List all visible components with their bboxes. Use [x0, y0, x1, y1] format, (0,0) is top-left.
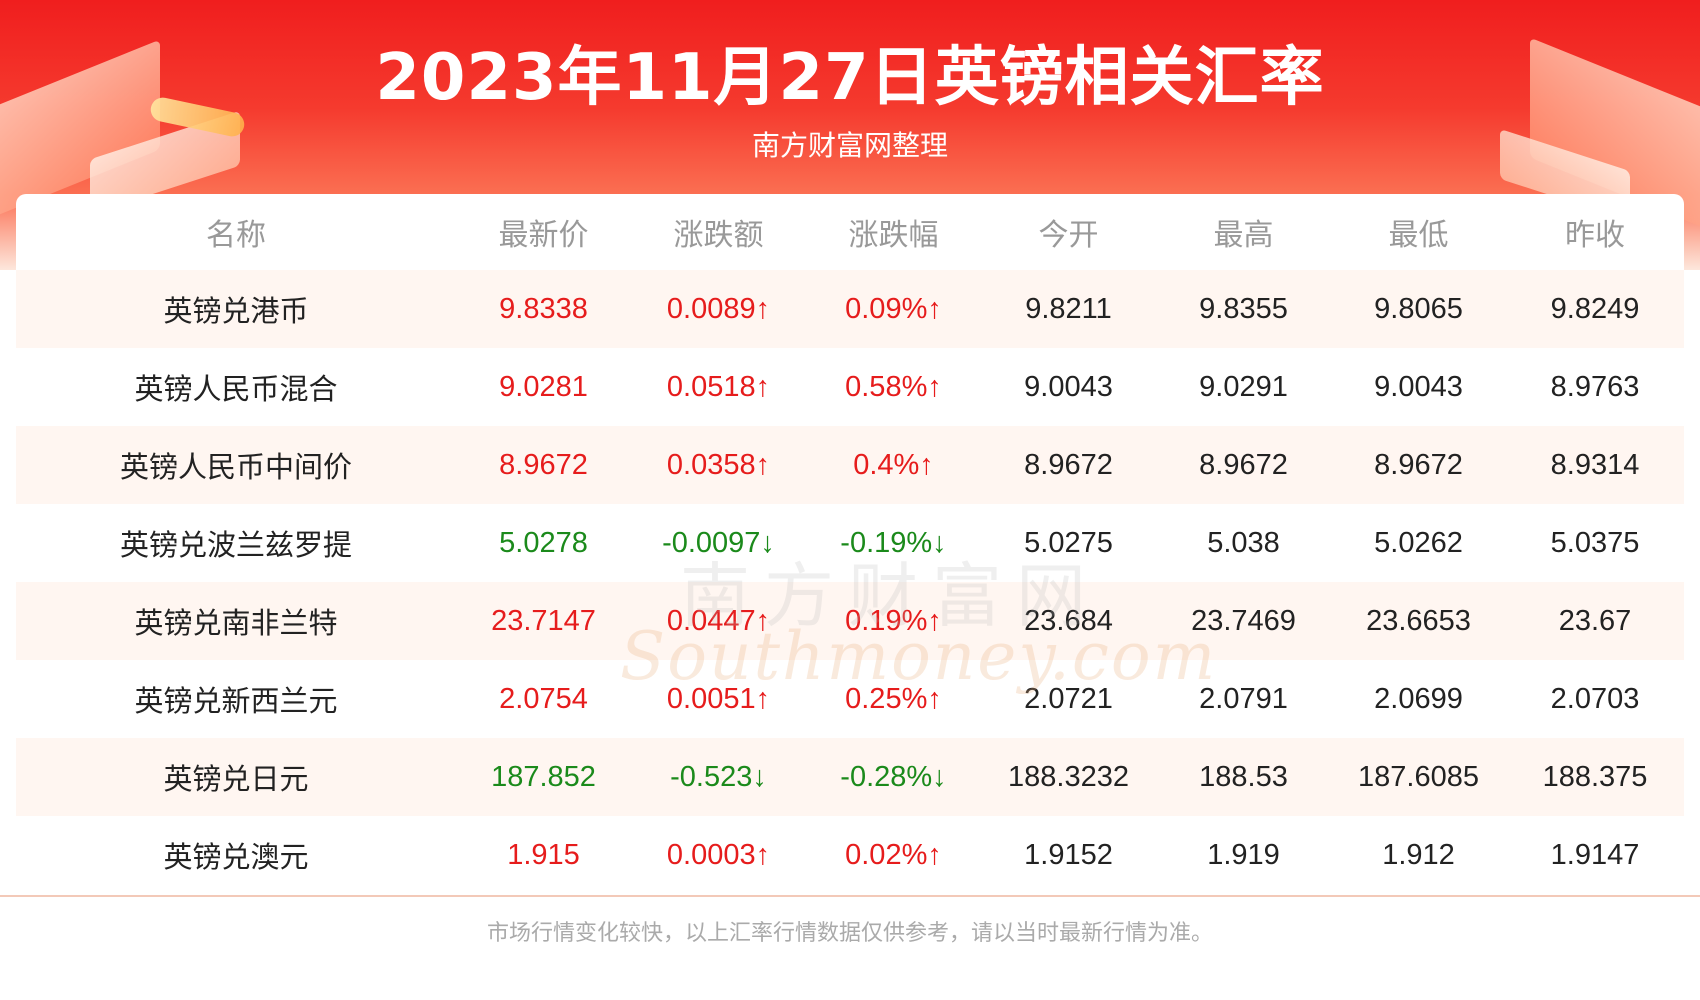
row-high: 9.0291 [1199, 370, 1288, 403]
row-high: 23.7469 [1191, 604, 1296, 637]
row-change: 0.0447↑ [666, 604, 771, 637]
row-name: 英镑兑港币 [163, 294, 309, 328]
row-name: 英镑人民币混合 [134, 372, 338, 406]
row-high: 188.53 [1199, 760, 1288, 793]
row-open: 1.9152 [1024, 838, 1113, 871]
table-row: 英镑兑波兰兹罗提 5.0278 -0.0097↓ -0.19%↓ 5.0275 … [16, 504, 1684, 582]
row-name: 英镑兑南非兰特 [134, 606, 338, 640]
row-change: 0.0358↑ [666, 448, 771, 481]
row-name: 英镑兑波兰兹罗提 [119, 528, 352, 562]
row-prev-close: 2.0703 [1550, 682, 1640, 715]
footer-disclaimer: 市场行情变化较快，以上汇率行情数据仅供参考，请以当时最新行情为准。 [486, 921, 1213, 946]
row-name: 英镑人民币中间价 [119, 450, 352, 484]
row-change-pct: -0.19%↓ [840, 526, 947, 559]
row-prev-close: 188.375 [1542, 760, 1648, 793]
row-latest: 2.0754 [499, 682, 588, 715]
row-open: 8.9672 [1024, 448, 1113, 481]
row-latest: 1.915 [507, 838, 580, 871]
rates-table: 名称 最新价 涨跌额 涨跌幅 今开 最高 最低 昨收 英镑兑港币 9.8338 … [16, 194, 1684, 896]
table-row: 英镑兑南非兰特 23.7147 0.0447↑ 0.19%↑ 23.684 23… [16, 582, 1684, 660]
row-high: 5.038 [1207, 526, 1280, 559]
row-name: 英镑兑日元 [163, 762, 309, 796]
row-low: 187.6085 [1358, 760, 1479, 793]
page-subtitle: 南方财富网整理 [751, 129, 948, 162]
row-latest: 9.8338 [499, 292, 588, 325]
row-change-pct: 0.09%↑ [845, 292, 942, 325]
row-low: 8.9672 [1374, 448, 1463, 481]
col-header-change-pct: 涨跌幅 [848, 218, 939, 253]
row-change: -0.0097↓ [662, 526, 775, 559]
footer-divider [0, 895, 1700, 897]
col-header-change: 涨跌额 [673, 218, 764, 253]
row-change: 0.0003↑ [666, 838, 771, 871]
row-latest: 8.9672 [499, 448, 588, 481]
col-header-open: 今开 [1038, 218, 1099, 253]
col-header-name: 名称 [206, 218, 266, 253]
row-open: 2.0721 [1024, 682, 1113, 715]
row-open: 23.684 [1024, 604, 1113, 637]
table-row: 英镑人民币混合 9.0281 0.0518↑ 0.58%↑ 9.0043 9.0… [16, 348, 1684, 426]
row-open: 9.0043 [1024, 370, 1113, 403]
row-name: 英镑兑新西兰元 [134, 684, 338, 718]
row-change-pct: 0.19%↑ [845, 604, 942, 637]
page-title: 2023年11月27日英镑相关汇率 [375, 41, 1325, 115]
row-latest: 187.852 [491, 760, 596, 793]
row-open: 5.0275 [1024, 526, 1113, 559]
row-change-pct: 0.4%↑ [853, 448, 934, 481]
row-low: 23.6653 [1366, 604, 1471, 637]
row-high: 1.919 [1207, 838, 1280, 871]
row-high: 2.0791 [1199, 682, 1288, 715]
table-header: 名称 最新价 涨跌额 涨跌幅 今开 最高 最低 昨收 [16, 194, 1684, 270]
table-row: 英镑兑新西兰元 2.0754 0.0051↑ 0.25%↑ 2.0721 2.0… [16, 660, 1684, 738]
row-change-pct: 0.58%↑ [845, 370, 942, 403]
table-row: 英镑兑澳元 1.915 0.0003↑ 0.02%↑ 1.9152 1.919 … [16, 816, 1684, 894]
row-change-pct: 0.25%↑ [845, 682, 942, 715]
row-low: 9.8065 [1374, 292, 1463, 325]
table-row: 英镑人民币中间价 8.9672 0.0358↑ 0.4%↑ 8.9672 8.9… [16, 426, 1684, 504]
table-body: 英镑兑港币 9.8338 0.0089↑ 0.09%↑ 9.8211 9.835… [16, 270, 1684, 894]
row-prev-close: 1.9147 [1550, 838, 1640, 871]
row-low: 1.912 [1382, 838, 1455, 871]
row-change: 0.0518↑ [666, 370, 771, 403]
col-header-latest: 最新价 [498, 218, 589, 253]
row-open: 188.3232 [1008, 760, 1129, 793]
row-low: 2.0699 [1374, 682, 1463, 715]
row-prev-close: 8.9314 [1550, 448, 1640, 481]
row-latest: 5.0278 [499, 526, 588, 559]
row-change-pct: -0.28%↓ [840, 760, 947, 793]
col-header-prev-close: 昨收 [1565, 218, 1625, 253]
row-change: 0.0051↑ [666, 682, 771, 715]
row-open: 9.8211 [1025, 292, 1112, 325]
row-prev-close: 8.9763 [1550, 370, 1640, 403]
row-prev-close: 5.0375 [1550, 526, 1640, 559]
row-prev-close: 23.67 [1558, 604, 1632, 637]
table-row: 英镑兑日元 187.852 -0.523↓ -0.28%↓ 188.3232 1… [16, 738, 1684, 816]
col-header-high: 最高 [1213, 218, 1274, 253]
col-header-low: 最低 [1388, 218, 1449, 253]
table-row: 英镑兑港币 9.8338 0.0089↑ 0.09%↑ 9.8211 9.835… [16, 270, 1684, 348]
row-low: 5.0262 [1374, 526, 1463, 559]
row-change: 0.0089↑ [666, 292, 771, 325]
row-change: -0.523↓ [670, 760, 767, 793]
row-prev-close: 9.8249 [1550, 292, 1640, 325]
row-latest: 9.0281 [499, 370, 588, 403]
row-change-pct: 0.02%↑ [845, 838, 942, 871]
row-low: 9.0043 [1374, 370, 1463, 403]
row-high: 8.9672 [1199, 448, 1288, 481]
row-latest: 23.7147 [491, 604, 596, 637]
row-name: 英镑兑澳元 [163, 840, 309, 874]
row-high: 9.8355 [1199, 292, 1288, 325]
